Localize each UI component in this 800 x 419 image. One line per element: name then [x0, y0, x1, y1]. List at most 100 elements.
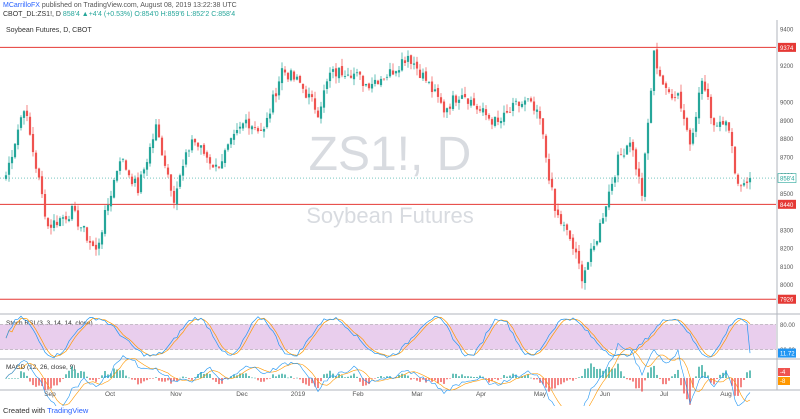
macd-hist-bar [275, 376, 277, 378]
candle-down [403, 60, 407, 64]
candle-down [670, 93, 674, 99]
macd-hist-bar [689, 378, 691, 405]
quote-line: 858'4 ▲+4'4 (+0.53%) O:854'0 H:859'6 L:8… [62, 11, 236, 18]
candle-up [307, 93, 311, 98]
candle-down [508, 111, 512, 113]
candle-down [475, 105, 479, 110]
macd-hist-bar [524, 375, 526, 378]
macd-hist-bar [176, 378, 178, 381]
macd-hist-bar [233, 374, 235, 378]
candle-up [79, 227, 83, 229]
macd-hist-bar [749, 370, 751, 378]
candle-up [184, 152, 188, 165]
candle-up [82, 225, 86, 228]
candle-up [235, 130, 239, 134]
candle-up [592, 246, 596, 250]
macd-hist-bar [17, 378, 19, 379]
macd-hist-bar [449, 378, 451, 379]
candle-down [256, 128, 260, 132]
macd-hist-bar [203, 373, 205, 378]
macd-hist-bar [659, 378, 661, 380]
macd-hist-bar [536, 378, 538, 380]
macd-hist-bar [383, 377, 385, 378]
candle-up [583, 270, 587, 283]
candle-up [10, 156, 14, 164]
macd-hist-bar [488, 378, 490, 383]
candle-down [703, 81, 707, 91]
candle-up [520, 103, 524, 107]
macd-hist-bar [140, 378, 142, 384]
macd-hist-bar [317, 378, 319, 389]
macd-hist-bar [503, 375, 505, 378]
macd-hist-bar [476, 376, 478, 378]
price-tick-label: 9000 [780, 101, 794, 107]
candle-up [106, 205, 110, 211]
candle-down [283, 69, 287, 73]
macd-hist-bar [122, 370, 124, 378]
macd-hist-bar [398, 374, 400, 378]
candle-down [391, 70, 395, 75]
macd-hist-bar [608, 367, 610, 378]
candle-up [271, 94, 275, 113]
candle-up [277, 81, 281, 96]
candle-down [658, 69, 662, 76]
chart-area[interactable]: ZS1!, D Soybean Futures Soybean Futures, D… [0, 20, 800, 406]
macd-hist-bar [194, 377, 196, 378]
rsi-d-line [5, 317, 751, 357]
macd-hist-bar [731, 378, 733, 386]
time-tick-label: Jul [660, 391, 669, 398]
candle-down [313, 98, 317, 110]
macd-hist-bar [509, 375, 511, 378]
time-tick-label: Jun [600, 391, 611, 398]
candle-down [454, 95, 458, 103]
macd-hist-bar [506, 376, 508, 378]
macd-hist-bar [512, 373, 514, 378]
candle-down [94, 244, 98, 250]
level-label-box [778, 294, 796, 304]
candle-up [58, 218, 62, 227]
macd-hist-bar [746, 372, 748, 378]
footer-brand[interactable]: TradingView [47, 406, 89, 415]
macd-hist-bar [713, 378, 715, 385]
macd-hist-bar [650, 367, 652, 378]
candle-down [49, 224, 53, 228]
candle-up [232, 133, 236, 140]
time-tick-label: Nov [170, 391, 182, 398]
candle-down [733, 146, 737, 174]
publish-info: MCarrilloFX published on TradingView.com… [3, 1, 237, 10]
macd-hist-bar [308, 378, 310, 386]
macd-hist-bar [458, 376, 460, 378]
level-label: 7926 [780, 298, 794, 304]
macd-hist-bar [290, 376, 292, 378]
signal-value-label: -8 [780, 379, 786, 385]
macd-hist-bar [20, 371, 22, 378]
macd-hist-bar [263, 378, 265, 382]
candle-up [100, 232, 104, 245]
macd-hist-bar [410, 378, 412, 380]
candle-down [64, 216, 68, 220]
footer-prefix: Created with [3, 406, 46, 415]
candle-up [604, 206, 608, 217]
candle-down [274, 93, 278, 97]
candle-up [715, 125, 719, 127]
author-link[interactable]: MCarrilloFX [3, 2, 40, 9]
candle-up [178, 175, 182, 187]
macd-hist-bar [644, 378, 646, 381]
candle-up [262, 128, 266, 132]
macd-hist-bar [716, 378, 718, 380]
macd-hist-bar [380, 376, 382, 378]
candle-down [466, 98, 470, 104]
candle-up [154, 124, 158, 141]
macd-hist-bar [533, 378, 535, 380]
candle-down [487, 114, 491, 119]
candle-down [730, 131, 734, 147]
macd-hist-bar [491, 378, 493, 382]
macd-hist-bar [527, 374, 529, 378]
macd-hist-bar [629, 378, 631, 381]
candle-down [376, 80, 380, 84]
candle-up [613, 177, 617, 183]
candle-up [445, 108, 449, 113]
macd-hist-bar [215, 378, 217, 382]
macd-hist-bar [572, 378, 574, 381]
candle-up [121, 158, 125, 160]
